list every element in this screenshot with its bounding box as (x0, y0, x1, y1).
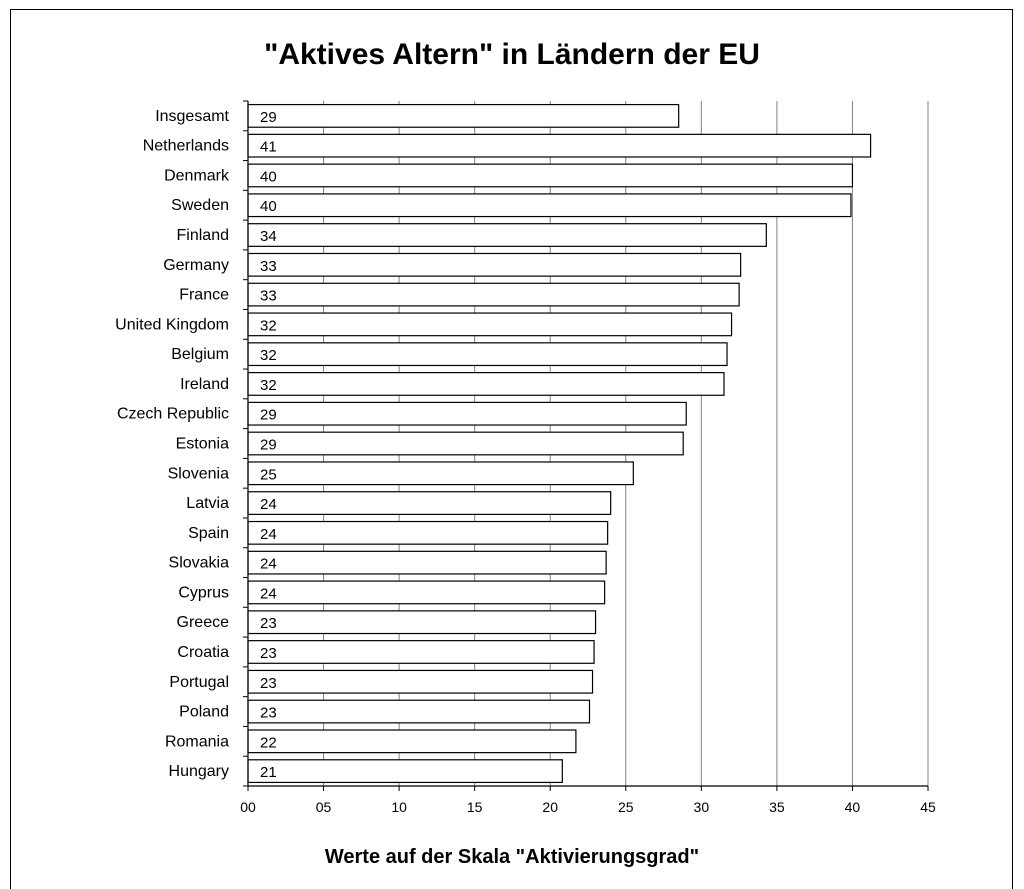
category-label: Belgium (171, 346, 229, 363)
bar (247, 461, 634, 486)
bar (247, 669, 594, 694)
bar (247, 491, 612, 515)
data-label: 33 (260, 258, 277, 275)
bar (247, 431, 684, 456)
category-label: Croatia (177, 644, 229, 661)
category-label: Denmark (164, 167, 230, 184)
bar (247, 193, 852, 218)
data-label: 23 (260, 675, 277, 692)
category-label: Germany (163, 257, 229, 274)
category-label: Hungary (169, 763, 229, 780)
x-tick-label: 10 (391, 799, 407, 815)
bar (247, 163, 854, 188)
data-label: 32 (260, 347, 277, 364)
bar (247, 729, 577, 754)
bar (247, 133, 872, 158)
data-label: 41 (260, 139, 277, 156)
category-label: Netherlands (143, 138, 229, 155)
category-label: Portugal (169, 674, 229, 691)
category-label: Finland (177, 227, 229, 244)
data-label: 32 (260, 377, 277, 394)
x-tick-label: 15 (467, 799, 483, 815)
data-label: 21 (260, 764, 277, 781)
data-label: 24 (260, 556, 277, 573)
category-label: France (179, 287, 229, 304)
bar (247, 372, 725, 396)
bar (247, 759, 563, 784)
category-label: Spain (188, 525, 229, 542)
category-label: Cyprus (178, 584, 229, 601)
category-label: Czech Republic (117, 406, 229, 423)
data-label: 25 (260, 466, 277, 483)
x-tick-label: 05 (316, 799, 332, 815)
bar (247, 401, 687, 426)
data-label: 24 (260, 496, 277, 513)
data-label: 29 (260, 437, 277, 454)
bar (247, 699, 591, 724)
data-label: 40 (260, 168, 277, 185)
data-label: 22 (260, 734, 277, 751)
x-tick-label: 25 (618, 799, 634, 815)
x-tick-label: 20 (542, 799, 558, 815)
bar (247, 223, 767, 247)
chart-frame (10, 9, 1013, 889)
category-label: United Kingdom (115, 316, 229, 333)
x-tick-label: 30 (694, 799, 710, 815)
data-label: 34 (260, 228, 277, 245)
category-label: Slovenia (168, 465, 229, 482)
bar (247, 252, 742, 277)
category-label: Estonia (176, 436, 229, 453)
bar (247, 580, 606, 605)
category-label: Slovakia (169, 555, 230, 572)
data-label: 24 (260, 526, 277, 543)
data-label: 33 (260, 288, 277, 305)
bar (247, 520, 609, 545)
bar (247, 550, 607, 575)
data-label: 23 (260, 705, 277, 722)
category-label: Insgesamt (155, 108, 229, 125)
category-label: Ireland (180, 376, 229, 393)
data-label: 40 (260, 198, 277, 215)
bar (247, 282, 740, 307)
category-label: Poland (179, 704, 229, 721)
category-label: Latvia (186, 495, 229, 512)
bar (247, 103, 680, 128)
data-label: 32 (260, 317, 277, 334)
data-label: 23 (260, 615, 277, 632)
x-axis-title: Werte auf der Skala "Aktivierungsgrad" (324, 846, 700, 868)
x-tick-label: 40 (845, 799, 861, 815)
category-label: Sweden (171, 197, 229, 214)
x-tick-label: 35 (769, 799, 785, 815)
data-label: 29 (260, 407, 277, 424)
bar (247, 640, 595, 664)
bar (247, 312, 733, 337)
chart-title: "Aktives Altern" in Ländern der EU (264, 38, 760, 71)
data-label: 24 (260, 585, 277, 602)
x-tick-label: 00 (240, 799, 256, 815)
data-label: 29 (260, 109, 277, 126)
data-label: 23 (260, 645, 277, 662)
bar (247, 610, 597, 635)
category-label: Greece (177, 614, 230, 631)
category-label: Romania (165, 733, 229, 750)
bar (247, 342, 728, 367)
x-tick-label: 45 (920, 799, 936, 815)
